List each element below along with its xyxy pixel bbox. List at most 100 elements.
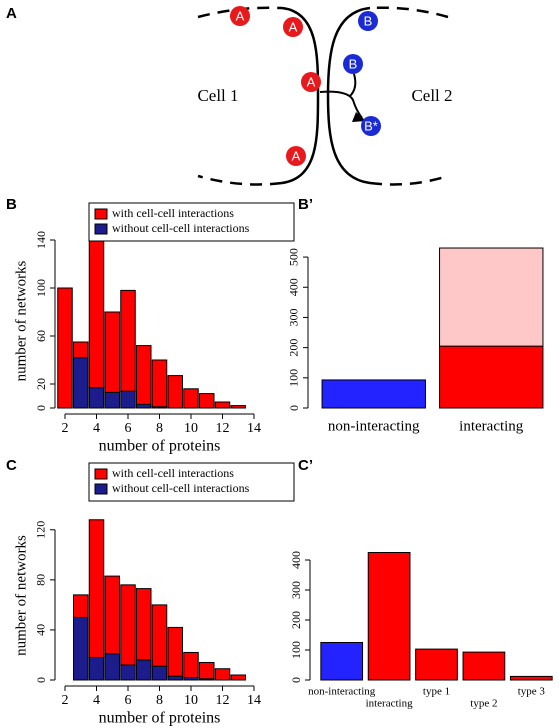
y-tick-label: 300 [287, 308, 301, 326]
x-tick-label: 12 [216, 693, 230, 708]
chart: B 0 20 60 100 140 number of networks 2 4 6 8 10 12 14… [6, 196, 295, 455]
protein-label: A [292, 148, 301, 163]
protein [301, 72, 321, 92]
membrane-dashed [197, 174, 283, 186]
x-tick-label: 10 [184, 421, 198, 436]
x-tick-label: type 1 [423, 686, 450, 698]
bar [104, 575, 120, 655]
bar [120, 289, 136, 392]
membrane-dashed [369, 174, 449, 186]
x-tick-label: 2 [62, 421, 69, 436]
panel-label: A [6, 5, 17, 22]
cell-label: Cell 2 [411, 86, 452, 105]
bar [151, 604, 168, 667]
y-tick-label: 20 [34, 378, 48, 390]
bar [88, 237, 105, 389]
y-tick-label: 80 [34, 574, 48, 586]
chart: C 0 40 80 120 number of networks 2 4 6 8 10 12 14 num… [6, 457, 295, 727]
protein-label: B [349, 56, 358, 71]
membrane [281, 6, 320, 185]
y-tick-label: 0 [287, 405, 301, 411]
y-tick-label: 200 [289, 611, 303, 629]
bar [214, 668, 231, 681]
membrane [326, 6, 371, 185]
y-tick-label: 400 [289, 551, 303, 569]
y-tick-label: 40 [34, 624, 48, 636]
diagram: A Cell 1 Cell 2 A A A A B B B* [6, 5, 453, 186]
bar [57, 287, 73, 409]
arrow [349, 73, 357, 97]
arrow-head [352, 112, 366, 122]
legend-swatch [94, 208, 108, 220]
bar [183, 388, 199, 409]
bar [104, 311, 120, 393]
bar [439, 345, 544, 409]
protein-label: B [364, 13, 373, 28]
bar [73, 357, 89, 409]
bar [199, 393, 215, 409]
cell-label: Cell 1 [197, 86, 238, 105]
bar [321, 379, 426, 409]
y-tick-label: 400 [287, 278, 301, 296]
x-axis-title: number of proteins [99, 438, 221, 455]
x-tick-label: non-interacting [328, 418, 420, 434]
x-tick-label: 12 [216, 421, 230, 436]
protein [343, 54, 363, 74]
bar [73, 341, 89, 359]
x-tick-label: non-interacting [308, 686, 376, 698]
bar [230, 674, 246, 681]
bar [88, 656, 105, 681]
y-tick-label: 0 [34, 677, 48, 683]
legend-label: without cell-cell interactions [112, 481, 250, 495]
x-axis-title: number of proteins [99, 710, 221, 727]
protein-label: B* [364, 118, 378, 133]
arrow [319, 90, 363, 119]
y-tick-label: 100 [289, 641, 303, 659]
y-tick-label: 140 [34, 231, 48, 249]
bar [415, 648, 458, 681]
y-tick-label: 60 [34, 330, 48, 342]
protein [361, 116, 381, 136]
y-tick-label: 0 [289, 677, 303, 683]
y-tick-label: 200 [287, 339, 301, 357]
bar [73, 616, 89, 681]
x-tick-label: 2 [62, 693, 69, 708]
bar [88, 387, 105, 409]
legend-label: with cell-cell interactions [112, 466, 234, 480]
protein-label: A [307, 74, 316, 89]
protein-label: A [289, 19, 298, 34]
panel-label: C’ [298, 457, 313, 474]
legend-box [88, 202, 295, 242]
x-tick-label: 8 [156, 421, 163, 436]
proteins: A A A A B B B* [230, 6, 381, 166]
x-tick-label: interacting [366, 698, 414, 710]
x-tick-label: 4 [93, 421, 100, 436]
y-axis-title: number of networks [13, 260, 29, 381]
bar [367, 552, 411, 681]
bar [120, 584, 136, 666]
legend-swatch [94, 223, 108, 235]
protein [283, 17, 303, 37]
x-tick-label: 6 [125, 693, 132, 708]
legend-swatch [94, 483, 108, 495]
bar [151, 359, 168, 408]
legend-box [88, 462, 295, 502]
bar [73, 594, 89, 618]
bar [104, 653, 120, 681]
bar [136, 659, 152, 681]
x-tick-label: type 3 [518, 686, 546, 698]
panel-label: B [6, 196, 17, 213]
bar [136, 345, 152, 405]
y-tick-label: 100 [34, 279, 48, 297]
panel-label: C [6, 457, 17, 474]
y-axis-title: number of networks [13, 535, 29, 656]
x-tick-label: 4 [93, 693, 100, 708]
protein [230, 6, 250, 26]
bar [151, 665, 168, 681]
bar [88, 519, 105, 658]
legend-swatch [94, 468, 108, 480]
bar [199, 661, 215, 680]
bar [214, 401, 231, 409]
chart: B’ 0 100 200 300 400 500 non-interacting interac… [287, 196, 544, 434]
